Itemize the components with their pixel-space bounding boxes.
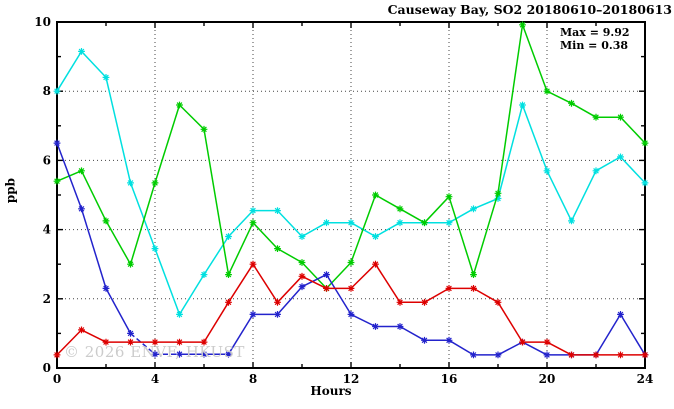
cyan-line-markers (53, 48, 649, 318)
max-min-annotation: Max = 9.92 Min = 0.38 (560, 26, 630, 52)
svg-text:8: 8 (43, 84, 51, 98)
svg-text:6: 6 (43, 153, 51, 167)
svg-text:0: 0 (43, 361, 51, 375)
max-annotation: Max = 9.92 (560, 26, 630, 39)
blue-line-markers (53, 139, 649, 359)
blue-line (53, 139, 649, 359)
svg-text:24: 24 (637, 372, 654, 386)
svg-text:16: 16 (441, 372, 458, 386)
svg-text:20: 20 (539, 372, 556, 386)
svg-text:4: 4 (151, 372, 159, 386)
svg-text:4: 4 (43, 223, 51, 237)
svg-text:12: 12 (343, 372, 360, 386)
y-axis-label: ppb (3, 177, 18, 204)
green-line (53, 21, 649, 292)
cyan-line (53, 48, 649, 318)
svg-text:10: 10 (34, 15, 51, 29)
svg-text:0: 0 (53, 372, 61, 386)
plot-border (56, 21, 646, 369)
x-axis-label: Hours (310, 384, 352, 398)
green-line-markers (53, 21, 649, 292)
watermark: © 2026 ENVF, HKUST (64, 343, 245, 361)
chart-title: Causeway Bay, SO2 20180610–20180613 (387, 2, 672, 17)
min-annotation: Min = 0.38 (560, 39, 629, 52)
red-line-markers (53, 260, 649, 359)
svg-text:2: 2 (43, 292, 51, 306)
red-line (53, 260, 649, 359)
svg-text:8: 8 (249, 372, 257, 386)
